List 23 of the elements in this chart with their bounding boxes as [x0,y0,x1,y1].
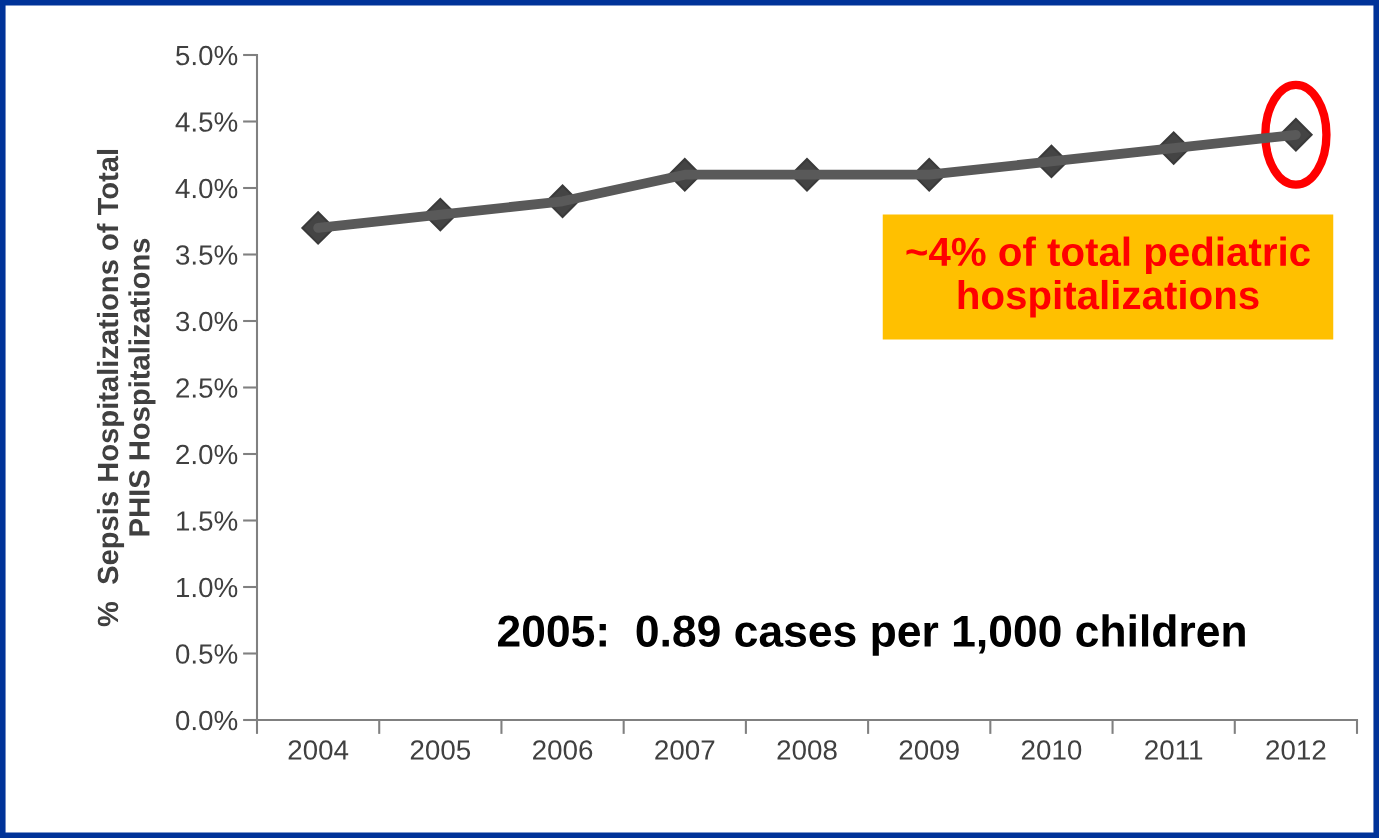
y-tick-label: 1.0% [177,577,238,598]
y-axis-title: % Sepsis Hospitalizations of Total PHIS Hospitalizations [96,149,156,627]
y-tick-label: 3.0% [176,311,238,332]
y-tick-label: 5.0% [176,45,238,66]
x-tick-label: 2009 [899,740,959,760]
x-tick-label: 2012 [1266,740,1326,760]
x-tick-label: 2005 [410,740,471,760]
y-tick-label: 4.5% [175,112,238,132]
annotation: 2005: 0.89 cases per 1,000 children [498,614,1245,656]
y-tick-label: 1.5% [177,511,238,531]
y-tick-label: 4.0% [175,178,238,199]
x-tick-label: 2010 [1021,740,1082,760]
y-tick-label: 2.0% [176,444,238,465]
annotation: ~4% of total pediatric hospitalizations [906,236,1310,318]
x-tick-label: 2004 [288,740,349,760]
x-tick-label: 2006 [533,740,593,760]
x-tick-label: 2007 [655,740,715,760]
y-tick-label: 2.5% [176,378,238,398]
x-tick-label: 2008 [777,740,837,760]
y-tick-label: 0.0% [176,710,238,731]
x-tick-label: 2011 [1145,740,1203,760]
y-tick-label: 0.5% [176,644,238,664]
y-tick-label: 3.5% [176,245,238,265]
